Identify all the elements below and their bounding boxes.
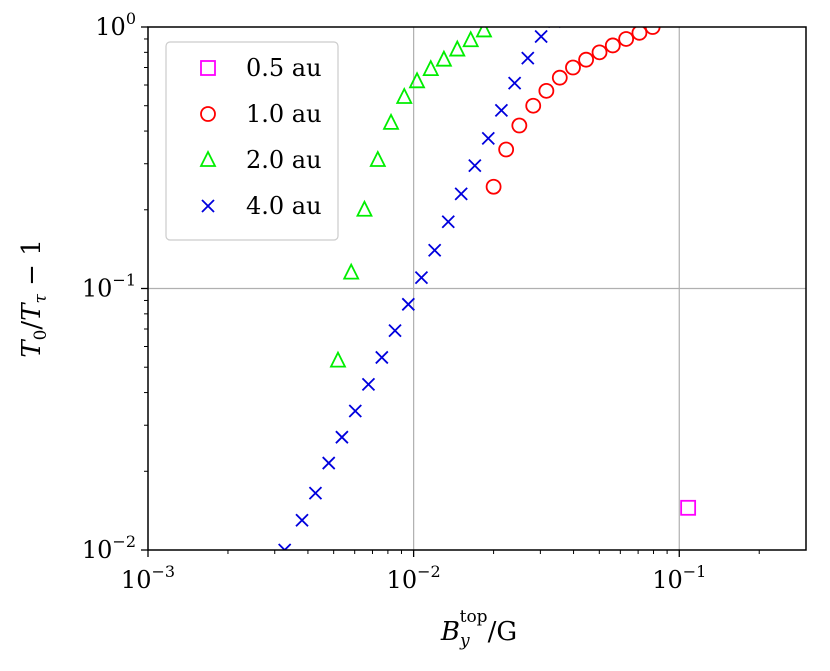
- data-point: [565, 59, 581, 76]
- y-axis-label-tt: T: [17, 302, 47, 321]
- data-point: [295, 513, 309, 527]
- data-point: [618, 31, 635, 47]
- data-point: [375, 350, 389, 365]
- legend: 0.5 au 1.0 au 2.0 au 4.0 au: [165, 41, 339, 241]
- data-point: [631, 27, 648, 41]
- y-axis-label-t0-sub: 0: [31, 330, 51, 341]
- legend-label: 4.0 au: [246, 192, 322, 220]
- data-point: [498, 141, 515, 158]
- data-point: [475, 27, 493, 38]
- data-point: [422, 59, 440, 77]
- data-point: [408, 71, 426, 89]
- data-point: [369, 149, 387, 167]
- data-point: [462, 30, 480, 48]
- legend-label: 0.5 au: [246, 54, 322, 82]
- data-point: [401, 297, 415, 311]
- legend-marker: [200, 106, 216, 122]
- data-point: [448, 39, 466, 57]
- data-point: [548, 27, 561, 29]
- legend-marker: [201, 199, 215, 213]
- data-point: [395, 86, 413, 104]
- y-axis-label-t0: T: [17, 339, 47, 358]
- legend-box: [165, 41, 339, 241]
- data-point: [485, 178, 502, 195]
- y-axis-label-sep: /: [17, 321, 47, 330]
- data-point: [454, 187, 468, 201]
- legend-marker: [200, 60, 216, 76]
- data-point: [551, 69, 568, 86]
- data-point: [382, 112, 400, 130]
- data-point: [468, 159, 482, 173]
- x-tick-label: 10−3: [121, 562, 175, 594]
- x-tick-label: 10−2: [387, 562, 441, 594]
- data-point: [644, 27, 661, 35]
- data-point: [435, 49, 453, 67]
- y-axis-label-rest: − 1: [17, 239, 47, 294]
- x-axis-label-unit: /G: [488, 617, 518, 647]
- grid-lines: [148, 27, 806, 550]
- data-point: [388, 324, 402, 338]
- data-point: [578, 51, 595, 68]
- data-point: [494, 103, 509, 117]
- data-point: [441, 215, 455, 229]
- data-point: [414, 271, 429, 285]
- data-point: [322, 456, 336, 470]
- y-tick-label: 10−1: [82, 271, 136, 303]
- data-point: [591, 44, 608, 61]
- series-3: [278, 27, 561, 550]
- data-point: [604, 37, 621, 54]
- y-tick-label: 10−2: [82, 532, 136, 564]
- x-axis-label: By top/G: [440, 607, 517, 651]
- series-1: [485, 27, 661, 195]
- data-point: [308, 486, 323, 500]
- data-point: [534, 29, 548, 44]
- data-point: [680, 499, 697, 516]
- data-point: [511, 117, 528, 134]
- data-point: [525, 97, 542, 114]
- data-point: [278, 543, 292, 550]
- data-point: [329, 350, 347, 368]
- y-axis-label: T0/Tτ − 1: [17, 239, 51, 358]
- data-point: [428, 243, 442, 257]
- data-points: [278, 27, 697, 550]
- data-point: [348, 404, 362, 418]
- data-point: [342, 262, 360, 280]
- legend-marker: [199, 149, 217, 167]
- data-point: [335, 430, 349, 444]
- x-axis-label-base: B: [440, 617, 460, 647]
- y-axis-label-tt-sub: τ: [31, 293, 51, 303]
- data-point: [507, 76, 522, 90]
- data-point: [356, 199, 373, 217]
- x-tick-label: 10−1: [652, 562, 706, 594]
- data-point: [361, 377, 376, 391]
- data-point: [538, 82, 555, 99]
- data-point: [481, 131, 495, 146]
- data-point: [521, 51, 535, 65]
- series-2: [329, 27, 493, 368]
- legend-label: 1.0 au: [246, 100, 322, 128]
- x-axis-label-sub: y: [459, 631, 470, 651]
- series-0: [680, 499, 697, 516]
- legend-label: 2.0 au: [246, 146, 322, 174]
- x-axis-label-sup: top: [460, 607, 488, 627]
- y-tick-label: 100: [95, 9, 136, 41]
